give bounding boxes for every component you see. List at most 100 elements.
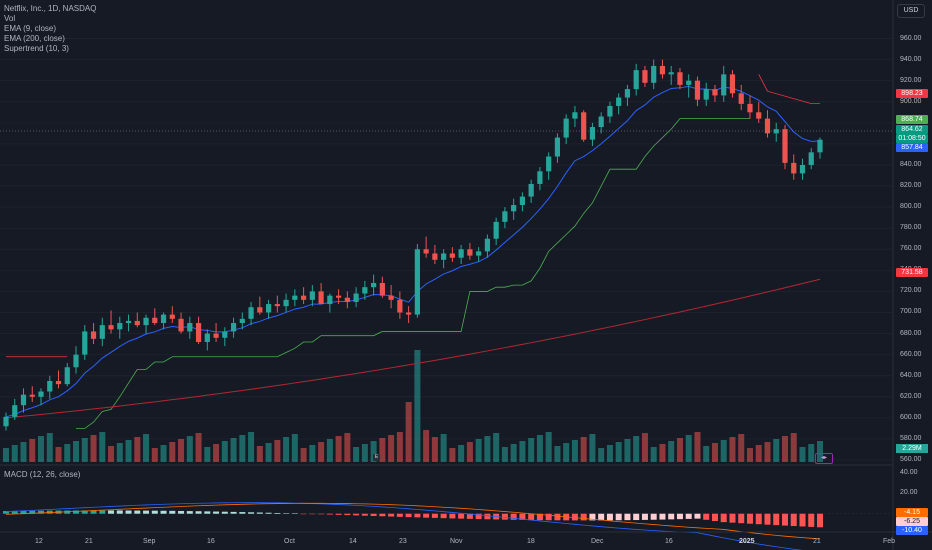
time-tick-label: Oct [284, 538, 295, 545]
volume-bar [484, 436, 491, 462]
candle-body [125, 320, 132, 324]
volume-bar [510, 444, 517, 462]
volume-bar [388, 435, 395, 462]
candle-body [458, 249, 464, 258]
macd-histogram-bar [545, 513, 552, 521]
volume-bars [3, 350, 823, 462]
candle-body [336, 295, 342, 298]
legend-ema200[interactable]: EMA (200, close) [4, 34, 65, 43]
time-tick-label: 21 [85, 538, 93, 545]
candle-body [213, 333, 219, 338]
currency-button[interactable]: USD [897, 4, 925, 18]
supertrend-price-tag: 898.23 [896, 89, 928, 98]
earnings-event-badge[interactable]: E [373, 454, 380, 461]
volume-bar [169, 442, 176, 462]
macd-line [5, 502, 803, 550]
macd-legend[interactable]: MACD (12, 26, close) [4, 470, 81, 479]
candle-body [292, 295, 298, 300]
macd-histogram-bar [466, 513, 473, 519]
legend-supertrend[interactable]: Supertrend (10, 3) [4, 44, 69, 53]
macd-histogram-bar [169, 510, 176, 514]
macd-histogram-bar [326, 513, 333, 515]
volume-bar [449, 448, 456, 462]
volume-bar [396, 432, 403, 462]
candle-body [248, 307, 254, 319]
price-tick-label: 840.00 [900, 160, 922, 168]
supertrend-band [6, 74, 820, 429]
candle-body [283, 299, 289, 307]
candle-body [47, 380, 53, 392]
legend-ema9[interactable]: EMA (9, close) [4, 24, 57, 33]
macd-histogram-bar [764, 513, 771, 525]
macd-histogram-bar [178, 510, 185, 514]
candle-body [257, 307, 263, 313]
volume-bar [606, 445, 613, 462]
candle-body [362, 287, 368, 294]
candle-body [90, 331, 97, 339]
price-tick-label: 680.00 [900, 329, 922, 337]
candle-body [204, 333, 210, 342]
volume-bar [38, 436, 45, 462]
candle-body [152, 317, 158, 324]
macd-histogram-bar [204, 511, 211, 514]
macd-histogram-bar [195, 511, 202, 514]
volume-bar [773, 439, 780, 462]
volume-tag: 2.29M [896, 444, 928, 453]
supertrend-down-line [758, 74, 820, 105]
volume-bar [160, 445, 167, 462]
volume-bar [108, 446, 115, 462]
volume-bar [239, 435, 246, 462]
macd-histogram-bar [73, 510, 80, 514]
candle-body [703, 89, 709, 100]
candle-body [117, 323, 123, 330]
volume-bar [283, 437, 290, 462]
macd-histogram-bar [353, 513, 360, 516]
candle-body [589, 127, 596, 140]
macd-histogram-bar [449, 513, 456, 519]
time-tick-label: 16 [207, 538, 215, 545]
macd-histogram-bar [108, 510, 115, 514]
macd-histogram-bar [221, 511, 228, 514]
macd-histogram-bar [3, 511, 9, 514]
prev-price-tag: 857.84 [896, 143, 928, 152]
symbol-title[interactable]: Netflix, Inc., 1D, NASDAQ [4, 4, 97, 13]
chart-flag-icon[interactable]: ◂▸ [815, 453, 833, 464]
candle-body [773, 129, 779, 134]
macd-histogram-bar [554, 513, 561, 521]
macd-histogram-bar [38, 510, 45, 514]
candle-body [38, 391, 44, 397]
macd-signal-tag: -4.15 [896, 508, 928, 517]
macd-histogram-bar [746, 513, 753, 524]
macd-histogram-bar [344, 513, 351, 516]
legend-vol[interactable]: Vol [4, 14, 16, 23]
volume-bar [528, 438, 535, 462]
candle-body [230, 323, 237, 332]
candle-body [397, 299, 403, 313]
candle-body [528, 183, 534, 197]
candle-body [239, 318, 245, 324]
volume-bar [580, 437, 587, 462]
price-tick-label: 940.00 [900, 55, 922, 63]
macd-histogram-bar [11, 510, 18, 514]
volume-bar [230, 438, 237, 462]
volume-bar [274, 440, 281, 462]
candle-body [554, 137, 561, 157]
volume-bar [344, 433, 351, 462]
volume-bar [519, 441, 526, 462]
macd-histogram-bar [571, 513, 578, 521]
volume-bar [440, 434, 447, 462]
volume-bar [300, 448, 307, 462]
volume-bar [11, 445, 18, 462]
candle-body [738, 93, 744, 104]
time-tick-label: Feb [883, 538, 896, 545]
candle-body [414, 249, 420, 315]
volume-bar [326, 439, 333, 462]
volume-bar [46, 433, 53, 462]
macd-histogram-bar [659, 513, 666, 520]
candle-body [616, 97, 622, 106]
volume-bar [309, 445, 316, 462]
macd-histogram-bar [615, 513, 622, 521]
volume-bar [64, 444, 71, 462]
candle-body [388, 295, 394, 300]
